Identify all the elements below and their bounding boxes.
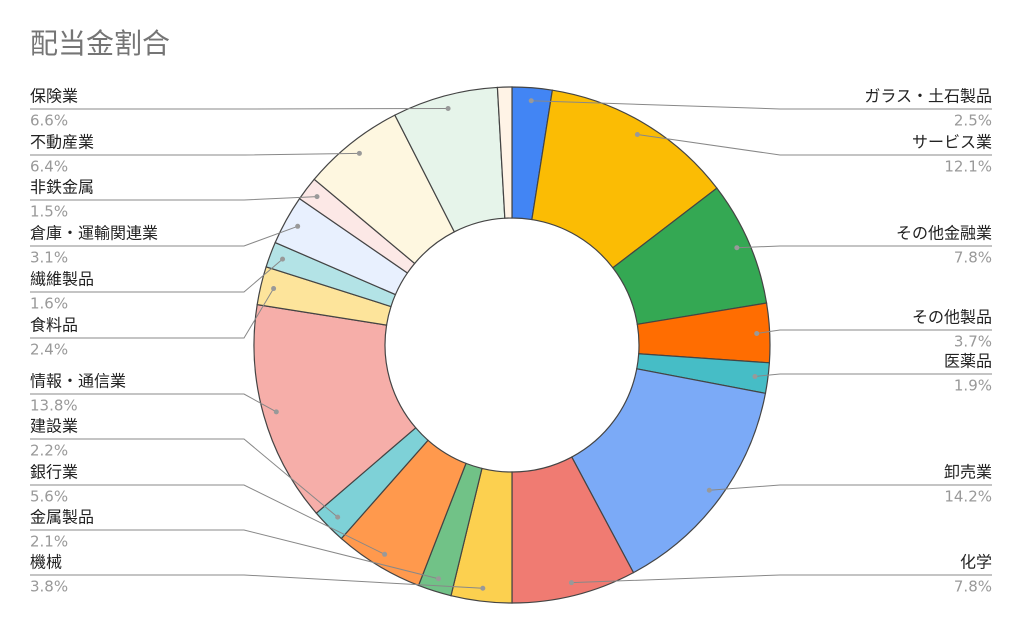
leader-line xyxy=(30,258,283,293)
slice-value-label: 3.1% xyxy=(30,249,68,267)
leader-dot xyxy=(568,580,574,586)
slice-value-label: 7.8% xyxy=(954,249,992,267)
slice-value-label: 6.6% xyxy=(30,112,68,130)
leader-line xyxy=(30,393,277,413)
slice-label: 銀行業 xyxy=(30,463,78,482)
slice-value-label: 7.8% xyxy=(954,578,992,596)
leader-dot xyxy=(734,245,740,251)
leader-dot xyxy=(752,373,758,379)
leader-dot xyxy=(435,576,441,582)
slice-label: 機械 xyxy=(30,553,62,572)
slice-value-label: 2.4% xyxy=(30,341,68,359)
slice-label: 保険業 xyxy=(30,87,78,106)
slice-value-label: 3.8% xyxy=(30,578,68,596)
slice-label: 化学 xyxy=(960,553,992,572)
leader-line xyxy=(30,529,439,580)
leader-line xyxy=(30,288,275,339)
leader-line xyxy=(30,574,483,589)
slice-value-label: 14.2% xyxy=(944,488,992,506)
chart-title: 配当金割合 xyxy=(30,27,170,60)
slice-value-label: 1.9% xyxy=(954,377,992,395)
leader-dot xyxy=(314,194,320,200)
leader-dot xyxy=(335,514,341,520)
donut-slice xyxy=(570,368,767,574)
slice-value-label: 3.7% xyxy=(954,333,992,351)
donut-slice xyxy=(253,303,417,515)
leader-line xyxy=(531,100,992,110)
leader-dot xyxy=(528,98,534,104)
leader-line xyxy=(756,329,992,334)
leader-line xyxy=(709,484,992,491)
slice-value-label: 1.5% xyxy=(30,203,68,221)
leader-line xyxy=(30,438,338,518)
leader-line xyxy=(30,107,449,110)
leader-dot xyxy=(295,223,301,229)
slice-value-label: 2.2% xyxy=(30,442,68,460)
slice-label: サービス業 xyxy=(912,133,992,152)
slice-label: 医薬品 xyxy=(944,352,992,371)
slice-value-label: 2.1% xyxy=(30,533,68,551)
slice-value-label: 2.5% xyxy=(954,112,992,130)
slice-value-label: 12.1% xyxy=(944,158,992,176)
leader-dot xyxy=(271,286,277,292)
slice-label: 倉庫・運輸関連業 xyxy=(30,224,158,243)
leader-line xyxy=(30,225,298,247)
leader-dot xyxy=(382,551,388,557)
leader-dot xyxy=(706,487,712,493)
slice-label: 金属製品 xyxy=(30,508,94,527)
slice-value-label: 13.8% xyxy=(30,397,78,415)
leader-line xyxy=(736,245,992,249)
leader-line xyxy=(30,196,318,201)
slice-label: 非鉄金属 xyxy=(30,178,94,197)
leader-dot xyxy=(445,105,451,111)
slice-label: ガラス・土石製品 xyxy=(864,87,992,106)
leader-dot xyxy=(754,330,760,336)
leader-line xyxy=(30,484,385,555)
slice-label: 卸売業 xyxy=(944,463,992,482)
slice-value-label: 5.6% xyxy=(30,488,68,506)
leader-dot xyxy=(273,409,279,415)
leader-dot xyxy=(280,256,286,262)
leader-line xyxy=(754,373,992,377)
slice-label: 繊維製品 xyxy=(30,270,94,289)
leader-line xyxy=(30,152,360,156)
leader-line xyxy=(637,134,992,156)
donut-slice xyxy=(496,86,513,219)
leader-dot xyxy=(634,132,640,138)
slice-value-label: 6.4% xyxy=(30,158,68,176)
slice-label: 不動産業 xyxy=(30,133,94,152)
slice-label: 食料品 xyxy=(30,316,78,335)
slice-label: その他金融業 xyxy=(896,224,992,243)
leader-dot xyxy=(480,585,486,591)
leader-line xyxy=(571,574,992,584)
slice-label: その他製品 xyxy=(912,308,992,327)
slice-label: 建設業 xyxy=(30,417,78,436)
slice-value-label: 1.6% xyxy=(30,295,68,313)
slice-label: 情報・通信業 xyxy=(30,372,126,391)
leader-dot xyxy=(356,150,362,156)
